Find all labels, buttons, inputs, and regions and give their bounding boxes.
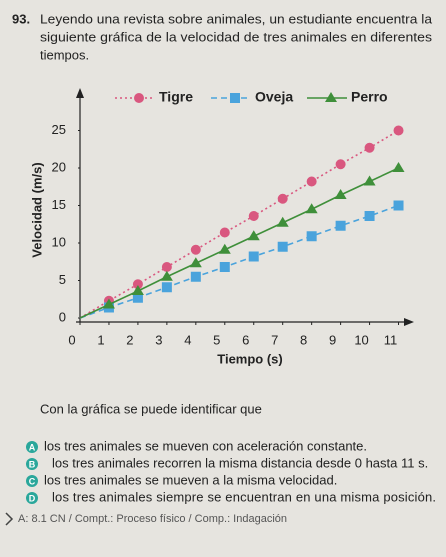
legend-label: Tigre	[159, 89, 193, 105]
data-point	[364, 211, 375, 221]
x-tick-label: 2	[126, 332, 133, 347]
x-tick-label: 11	[384, 332, 398, 347]
data-point	[306, 231, 317, 242]
option-text: los tres animales se mueven con acelerac…	[44, 438, 367, 453]
data-point	[335, 220, 346, 231]
footer-arrow	[5, 512, 14, 526]
data-point	[219, 262, 230, 272]
data-point	[305, 203, 318, 214]
option-text: los tres animales se mueven a la misma v…	[44, 472, 337, 487]
option-badge	[26, 475, 38, 487]
data-point	[393, 200, 404, 211]
option-text: los tres animales recorren la misma dist…	[52, 455, 428, 470]
data-point	[132, 279, 143, 290]
x-tick-label: 0	[68, 332, 75, 347]
data-point	[218, 243, 231, 254]
data-point	[190, 271, 201, 282]
y-tick-label: 20	[52, 159, 66, 174]
prompt: Con la gráfica se puede identificar que	[40, 401, 262, 416]
data-point	[161, 262, 172, 272]
option-badge	[26, 441, 38, 453]
x-tick-label: 6	[242, 332, 249, 347]
legend-marker	[230, 93, 240, 103]
x-tick-label: 7	[271, 332, 278, 347]
x-axis-arrow	[404, 318, 414, 326]
data-point	[248, 211, 259, 221]
legend-marker	[325, 92, 337, 102]
y-tick-label: 25	[52, 122, 66, 137]
legend-label: Perro	[351, 89, 388, 105]
option-badge	[26, 492, 38, 504]
data-point	[131, 285, 144, 295]
data-point	[306, 176, 317, 187]
option-badge	[26, 458, 38, 470]
data-point	[276, 216, 289, 227]
y-tick-label: 5	[59, 272, 66, 287]
data-point	[190, 244, 201, 255]
x-axis-label: Tiempo (s)	[217, 351, 283, 366]
legend-label: Oveja	[255, 89, 293, 105]
series-line	[79, 129, 399, 319]
data-point	[364, 142, 375, 153]
data-point	[392, 162, 405, 172]
data-point	[393, 125, 404, 136]
data-point	[161, 282, 172, 293]
data-point	[102, 298, 115, 309]
data-point	[248, 251, 259, 262]
option-letter: D	[29, 493, 36, 503]
y-axis-arrow	[76, 88, 84, 98]
data-point	[189, 257, 202, 268]
y-axis-label: Velocidad (m/s)	[29, 162, 44, 257]
option-text: los tres animales siempre se encuentran …	[52, 489, 436, 504]
data-point	[335, 159, 346, 170]
x-tick-label: 9	[329, 332, 336, 347]
x-tick-label: 3	[155, 332, 162, 347]
option-letter: A	[29, 442, 36, 452]
x-tick-label: 1	[97, 332, 104, 347]
question-line: Leyendo una revista sobre animales, un e…	[40, 11, 433, 26]
y-tick-label: 15	[52, 197, 66, 212]
y-tick-label: 0	[59, 309, 66, 324]
y-tick-label: 10	[52, 234, 66, 249]
data-point	[277, 241, 288, 252]
option-letter: C	[29, 476, 36, 486]
footer: A: 8.1 CN / Compt.: Proceso físico / Com…	[18, 513, 287, 525]
x-tick-label: 5	[213, 332, 220, 347]
data-point	[363, 175, 376, 186]
question-line: siguiente gráfica de la velocidad de tre…	[40, 29, 433, 44]
x-tick-label: 4	[184, 332, 191, 347]
x-tick-label: 10	[354, 332, 368, 347]
legend-marker	[134, 93, 144, 103]
data-point	[277, 193, 288, 204]
data-point	[160, 270, 173, 281]
x-tick-label: 8	[300, 332, 307, 347]
data-point	[247, 230, 260, 241]
data-point	[334, 189, 347, 199]
data-point	[219, 227, 230, 238]
question-line: tiempos.	[40, 47, 89, 62]
question-number: 93.	[12, 11, 30, 26]
option-letter: B	[29, 459, 36, 469]
data-point	[132, 292, 143, 303]
